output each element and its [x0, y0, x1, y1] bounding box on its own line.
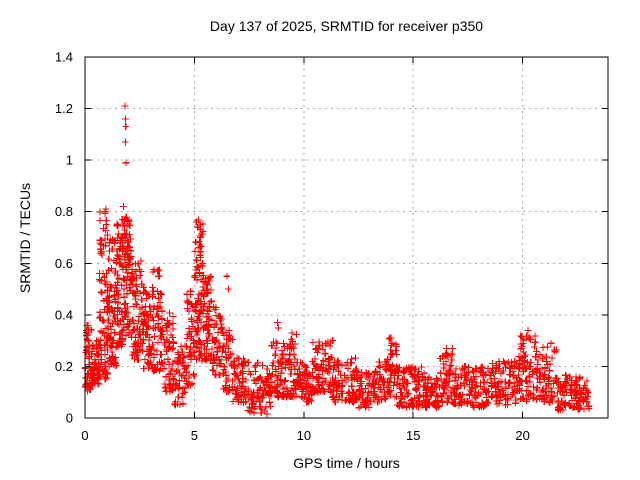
x-tick-label: 20 — [515, 428, 529, 443]
x-tick-label: 5 — [191, 428, 198, 443]
plot-border — [84, 56, 609, 419]
x-tick-label: 10 — [297, 428, 311, 443]
axes — [84, 56, 609, 419]
y-tick-label: 1.4 — [55, 50, 73, 65]
x-axis-label: GPS time / hours — [293, 455, 400, 471]
data-points — [81, 102, 593, 418]
tick-labels: 0 5 10 15 20 0 0.2 0.4 0.6 0.8 1 1.2 1.4 — [55, 50, 530, 444]
y-tick-label: 0.8 — [55, 204, 73, 219]
y-tick-label: 1.2 — [55, 101, 73, 116]
y-tick-label: 1 — [66, 153, 73, 168]
y-tick-label: 0 — [66, 411, 73, 426]
y-tick-label: 0.4 — [55, 307, 73, 322]
y-tick-label: 0.6 — [55, 256, 73, 271]
chart-title: Day 137 of 2025, SRMTID for receiver p35… — [209, 18, 484, 34]
x-tick-label: 0 — [81, 428, 88, 443]
x-tick-label: 15 — [406, 428, 420, 443]
y-tick-label: 0.2 — [55, 359, 73, 374]
